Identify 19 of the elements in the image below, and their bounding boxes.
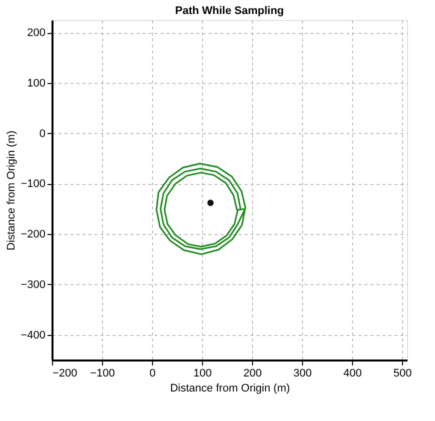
x-tick-label: 100 (193, 368, 212, 380)
y-tick-label: −100 (20, 178, 46, 190)
x-tick-label: 200 (243, 368, 262, 380)
x-tick-label: 0 (149, 368, 156, 380)
x-tick-label: 500 (393, 368, 412, 380)
x-axis-title: Distance from Origin (m) (170, 382, 290, 394)
x-tick-label: −100 (90, 368, 115, 380)
y-tick-label: −200 (20, 228, 46, 241)
y-tick-label: −300 (20, 278, 46, 291)
chart-title: Path While Sampling (175, 5, 284, 17)
x-tick-label: 300 (293, 368, 312, 380)
y-tick-label: 100 (27, 77, 46, 90)
y-tick-label: −400 (20, 329, 46, 342)
x-tick-label: 400 (343, 368, 362, 380)
y-tick-label: 0 (39, 128, 46, 140)
x-tick-label: −200 (52, 368, 78, 380)
y-tick-label: 200 (27, 27, 46, 40)
line-series (156, 162, 246, 256)
y-axis-title: Distance from Origin (m) (6, 130, 18, 250)
